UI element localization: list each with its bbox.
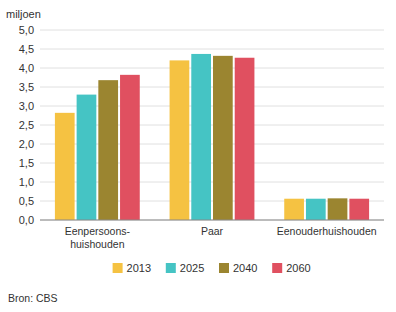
grid-line	[40, 30, 384, 31]
grid-line	[40, 68, 384, 69]
y-tick-label: 4,5	[19, 43, 34, 55]
legend-label: 2060	[286, 262, 310, 274]
legend-label: 2013	[127, 262, 151, 274]
bar	[328, 198, 348, 220]
bar	[170, 60, 190, 220]
bar	[77, 95, 97, 220]
legend-swatch	[219, 263, 229, 273]
bar	[235, 58, 255, 220]
y-tick-label: 5,0	[19, 24, 34, 36]
bar	[55, 113, 75, 220]
y-tick-label: 2,5	[19, 119, 34, 131]
legend-swatch	[272, 263, 282, 273]
x-tick-label: Paar	[201, 225, 224, 237]
bar	[349, 199, 369, 220]
x-axis-line	[40, 220, 384, 221]
bars	[55, 54, 369, 220]
grid	[40, 30, 384, 220]
x-tick-label-line: Eenpersoons-	[65, 225, 131, 237]
source-note: Bron: CBS	[8, 292, 58, 304]
bar	[306, 199, 326, 220]
bar	[98, 80, 118, 220]
bar	[120, 75, 140, 220]
x-tick-label-line: Eenouderhuishouden	[277, 225, 377, 237]
x-tick-label-line: huishouden	[70, 238, 124, 250]
bar	[284, 199, 304, 220]
y-tick-label: 3,5	[19, 81, 34, 93]
legend: 2013 2025 2040 2060	[113, 262, 311, 274]
x-tick-label: Eenpersoons-huishouden	[65, 225, 131, 250]
y-tick-label: 1,0	[19, 176, 34, 188]
y-tick-label: 2,0	[19, 138, 34, 150]
legend-label: 2040	[233, 262, 257, 274]
bar	[191, 54, 211, 220]
legend-label: 2025	[180, 262, 204, 274]
y-tick-label: 1,5	[19, 157, 34, 169]
x-tick-label: Eenouderhuishouden	[277, 225, 377, 237]
grid-line	[40, 220, 384, 221]
bar	[213, 56, 233, 220]
x-tick-label-line: Paar	[201, 225, 224, 237]
grid-line	[40, 87, 384, 88]
grid-line	[40, 49, 384, 50]
y-tick-label: 4,0	[19, 62, 34, 74]
y-tick-label: 0,5	[19, 195, 34, 207]
y-axis-label: miljoen	[6, 8, 41, 20]
chart-container: 0,0 0,5 1,0 1,5 2,0 2,5 3,0 3,5 4,0 4,5 5,0 miljoen…	[0, 0, 396, 312]
chart: 0,0 0,5 1,0 1,5 2,0 2,5 3,0 3,5 4,0 4,5 5,0 miljoen…	[0, 0, 396, 312]
y-tick-label: 0,0	[19, 214, 34, 226]
legend-swatch	[166, 263, 176, 273]
y-tick-label: 3,0	[19, 100, 34, 112]
legend-swatch	[113, 263, 123, 273]
